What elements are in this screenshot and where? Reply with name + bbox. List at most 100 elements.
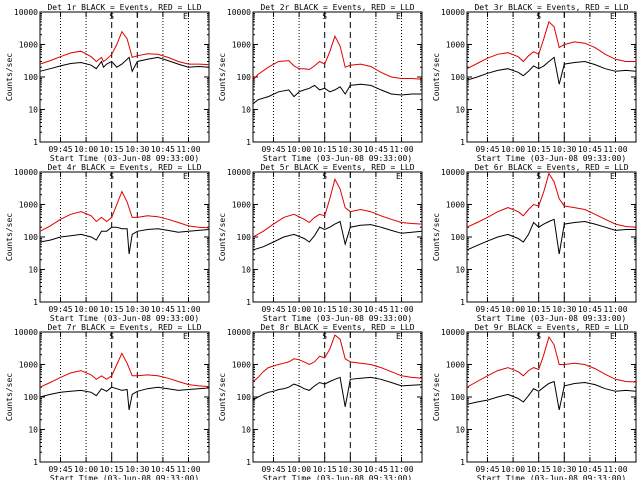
x-tick-label: 10:45 xyxy=(364,145,388,154)
x-tick-label: 10:30 xyxy=(125,145,149,154)
x-tick-label: 10:45 xyxy=(151,145,175,154)
x-tick-label: 10:30 xyxy=(125,305,149,314)
x-tick-label: 10:30 xyxy=(552,465,576,474)
y-tick-label: 1 xyxy=(246,298,251,307)
events-series-line xyxy=(252,220,423,251)
y-axis-label: Counts/sec xyxy=(432,373,441,421)
chart-title: Det 7r BLACK = Events, RED = LLD xyxy=(47,323,201,332)
y-axis-label: Counts/sec xyxy=(218,373,227,421)
s-marker-label: S xyxy=(536,172,541,181)
x-axis-label: Start Time (03-Jun-08 09:33:00) xyxy=(263,154,412,163)
y-tick-label: 10 xyxy=(28,426,38,435)
x-tick-label: 10:45 xyxy=(151,465,175,474)
x-tick-label: 10:00 xyxy=(74,305,98,314)
plot-frame xyxy=(466,331,637,463)
y-tick-label: 100 xyxy=(24,73,39,82)
chart-title: Det 5r BLACK = Events, RED = LLD xyxy=(260,163,414,172)
s-marker-label: S xyxy=(109,172,114,181)
plot-frame xyxy=(466,11,637,143)
y-tick-label: 10 xyxy=(241,106,251,115)
x-tick-label: 09:45 xyxy=(475,465,499,474)
lld-series-line xyxy=(39,30,210,66)
plot-frame xyxy=(252,331,423,463)
y-tick-label: 100 xyxy=(451,73,466,82)
y-tick-label: 10000 xyxy=(14,328,38,337)
y-tick-label: 1 xyxy=(33,298,38,307)
y-tick-label: 100 xyxy=(237,393,252,402)
plot-frame xyxy=(252,11,423,143)
x-axis-label: Start Time (03-Jun-08 09:33:00) xyxy=(477,314,626,323)
x-tick-label: 11:00 xyxy=(176,145,200,154)
x-tick-label: 10:30 xyxy=(552,145,576,154)
x-tick-label: 10:45 xyxy=(578,145,602,154)
x-tick-label: 10:30 xyxy=(338,465,362,474)
events-series-line xyxy=(466,218,636,255)
x-tick-label: 09:45 xyxy=(475,145,499,154)
x-tick-label: 10:15 xyxy=(100,145,124,154)
s-marker-label: S xyxy=(109,12,114,21)
x-tick-label: 10:15 xyxy=(527,145,551,154)
x-tick-label: 10:15 xyxy=(100,465,124,474)
x-axis-label: Start Time (03-Jun-08 09:33:00) xyxy=(263,314,412,323)
plot-frame xyxy=(39,331,210,463)
y-tick-label: 1000 xyxy=(232,361,251,370)
x-tick-label: 11:00 xyxy=(603,305,627,314)
e-marker-label: E xyxy=(183,332,188,341)
x-axis-label: Start Time (03-Jun-08 09:33:00) xyxy=(50,314,199,323)
chart-panel-4: Det 4r BLACK = Events, RED = LLD 1 10 100 10… xyxy=(5,163,210,323)
x-tick-label: 10:00 xyxy=(501,305,525,314)
chart-title: Det 3r BLACK = Events, RED = LLD xyxy=(474,3,628,12)
y-axis-label: Counts/sec xyxy=(432,213,441,261)
chart-panel-5: Det 5r BLACK = Events, RED = LLD 1 10 100 10… xyxy=(218,163,423,323)
y-tick-label: 1 xyxy=(460,138,465,147)
lld-series-line xyxy=(466,20,636,70)
s-marker-label: S xyxy=(322,332,327,341)
x-tick-label: 10:45 xyxy=(578,465,602,474)
y-tick-label: 100 xyxy=(451,393,466,402)
lld-series-line xyxy=(466,172,637,228)
plot-frame xyxy=(252,171,423,303)
y-tick-label: 1000 xyxy=(19,361,38,370)
chart-panel-7: Det 7r BLACK = Events, RED = LLD 1 10 100 10… xyxy=(5,323,210,480)
y-tick-label: 1000 xyxy=(19,201,38,210)
x-tick-label: 10:15 xyxy=(527,465,551,474)
y-tick-label: 10 xyxy=(455,106,465,115)
y-tick-label: 10000 xyxy=(441,328,465,337)
y-tick-label: 100 xyxy=(451,233,466,242)
x-tick-label: 11:00 xyxy=(603,465,627,474)
e-marker-label: E xyxy=(610,172,615,181)
events-series-line xyxy=(39,386,210,410)
y-tick-label: 10000 xyxy=(14,168,38,177)
y-tick-label: 1000 xyxy=(232,41,251,50)
events-series-line xyxy=(252,83,422,105)
x-tick-label: 11:00 xyxy=(389,305,413,314)
chart-panel-2: Det 2r BLACK = Events, RED = LLD 1 10 100 10… xyxy=(218,3,423,163)
lld-series-line xyxy=(252,34,423,81)
y-tick-label: 10 xyxy=(241,266,251,275)
chart-title: Det 4r BLACK = Events, RED = LLD xyxy=(47,163,201,172)
y-tick-label: 10000 xyxy=(227,8,251,17)
x-tick-label: 09:45 xyxy=(475,305,499,314)
plot-frame xyxy=(39,171,210,303)
y-tick-label: 1000 xyxy=(446,201,465,210)
chart-title: Det 2r BLACK = Events, RED = LLD xyxy=(260,3,414,12)
y-tick-label: 100 xyxy=(24,393,39,402)
x-axis-label: Start Time (03-Jun-08 09:33:00) xyxy=(50,154,199,163)
chart-title: Det 1r BLACK = Events, RED = LLD xyxy=(47,3,201,12)
y-axis-label: Counts/sec xyxy=(5,53,14,101)
y-tick-label: 1000 xyxy=(232,201,251,210)
chart-panel-8: Det 8r BLACK = Events, RED = LLD 1 10 100 10… xyxy=(218,323,423,480)
s-marker-label: S xyxy=(536,12,541,21)
chart-panel-1: Det 1r BLACK = Events, RED = LLD 1 10 100 10… xyxy=(5,3,210,163)
y-tick-label: 10 xyxy=(241,426,251,435)
x-tick-label: 10:45 xyxy=(151,305,175,314)
lld-series-line xyxy=(466,335,637,388)
y-tick-label: 10 xyxy=(28,106,38,115)
x-tick-label: 09:45 xyxy=(261,305,285,314)
x-tick-label: 11:00 xyxy=(389,145,413,154)
chart-panel-9: Det 9r BLACK = Events, RED = LLD 1 10 100 10… xyxy=(432,323,637,480)
s-marker-label: S xyxy=(536,332,541,341)
x-tick-label: 10:00 xyxy=(287,465,311,474)
x-tick-label: 10:45 xyxy=(364,465,388,474)
x-tick-label: 11:00 xyxy=(603,145,627,154)
